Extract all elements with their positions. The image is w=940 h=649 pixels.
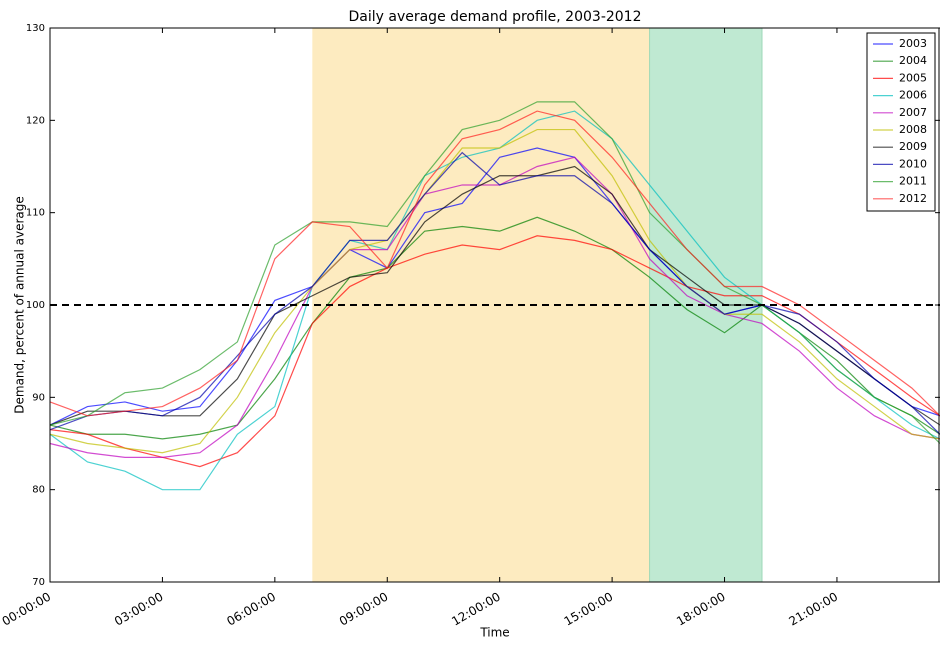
plot-frame [49, 27, 940, 583]
legend-label: 2003 [899, 37, 927, 50]
legend-label: 2010 [899, 157, 927, 170]
series-line [49, 165, 940, 426]
x-axis-label: Time [479, 626, 509, 640]
legend-label: 2012 [899, 192, 927, 205]
legend-label: 2008 [899, 123, 927, 136]
legend-label: 2005 [899, 71, 927, 84]
y-tick-label: 110 [26, 208, 45, 219]
y-tick-label: 80 [32, 485, 45, 496]
y-tick-label: 100 [26, 300, 45, 311]
series-line [49, 101, 940, 444]
series-line [49, 151, 940, 435]
legend-label: 2011 [899, 175, 927, 188]
y-tick-label: 130 [26, 23, 45, 34]
legend-label: 2007 [899, 106, 927, 119]
y-tick-label: 120 [26, 115, 45, 126]
legend-label: 2009 [899, 140, 927, 153]
series-line [49, 128, 940, 454]
y-tick-label: 90 [32, 392, 45, 403]
legend: 2003 2004 2005 2006 2007 2008 2009 2010 2011 2012 [866, 32, 936, 212]
legend-label: 2006 [899, 89, 927, 102]
legend-label: 2004 [899, 54, 927, 67]
chart-title: Daily average demand profile, 2003-2012 [349, 9, 642, 25]
y-axis-label: Demand, percent of annual average [13, 196, 27, 413]
y-tick-label: 70 [32, 577, 45, 588]
